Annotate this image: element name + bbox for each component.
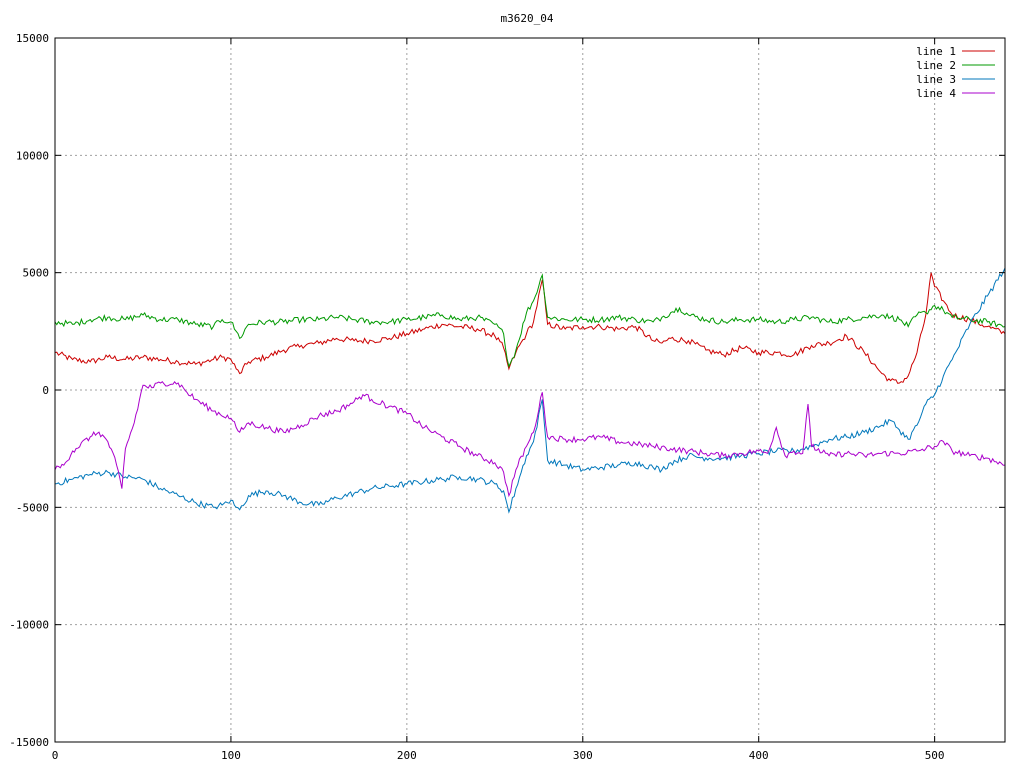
x-tick-label: 0 [52,749,59,762]
y-tick-label: -15000 [9,736,49,749]
axis-layer: -15000 -10000 -5000 0 5000 10000 15000 0 100 200 3… [9,32,1005,762]
legend-label-2: line 2 [916,59,956,72]
x-tick-label: 100 [221,749,241,762]
y-tick-label: 0 [42,384,49,397]
x-tick-label: 200 [397,749,417,762]
x-tick-label: 400 [749,749,769,762]
y-tick-label: -10000 [9,619,49,632]
y-tick-label: 15000 [16,32,49,45]
series-layer [54,267,1006,514]
y-tick-label: 10000 [16,149,49,162]
chart-title: m3620_04 [501,12,554,25]
series-line-1 [54,272,1006,384]
series-line-2 [54,273,1006,369]
x-tick-label: 300 [573,749,593,762]
x-tick-label: 500 [925,749,945,762]
legend-label-1: line 1 [916,45,956,58]
series-line-4 [54,380,1006,498]
grid-layer [55,38,1005,742]
y-tick-label: 5000 [23,267,50,280]
y-tick-label: -5000 [16,501,49,514]
legend-label-3: line 3 [916,73,956,86]
legend-label-4: line 4 [916,87,956,100]
series-line-3 [54,267,1006,514]
